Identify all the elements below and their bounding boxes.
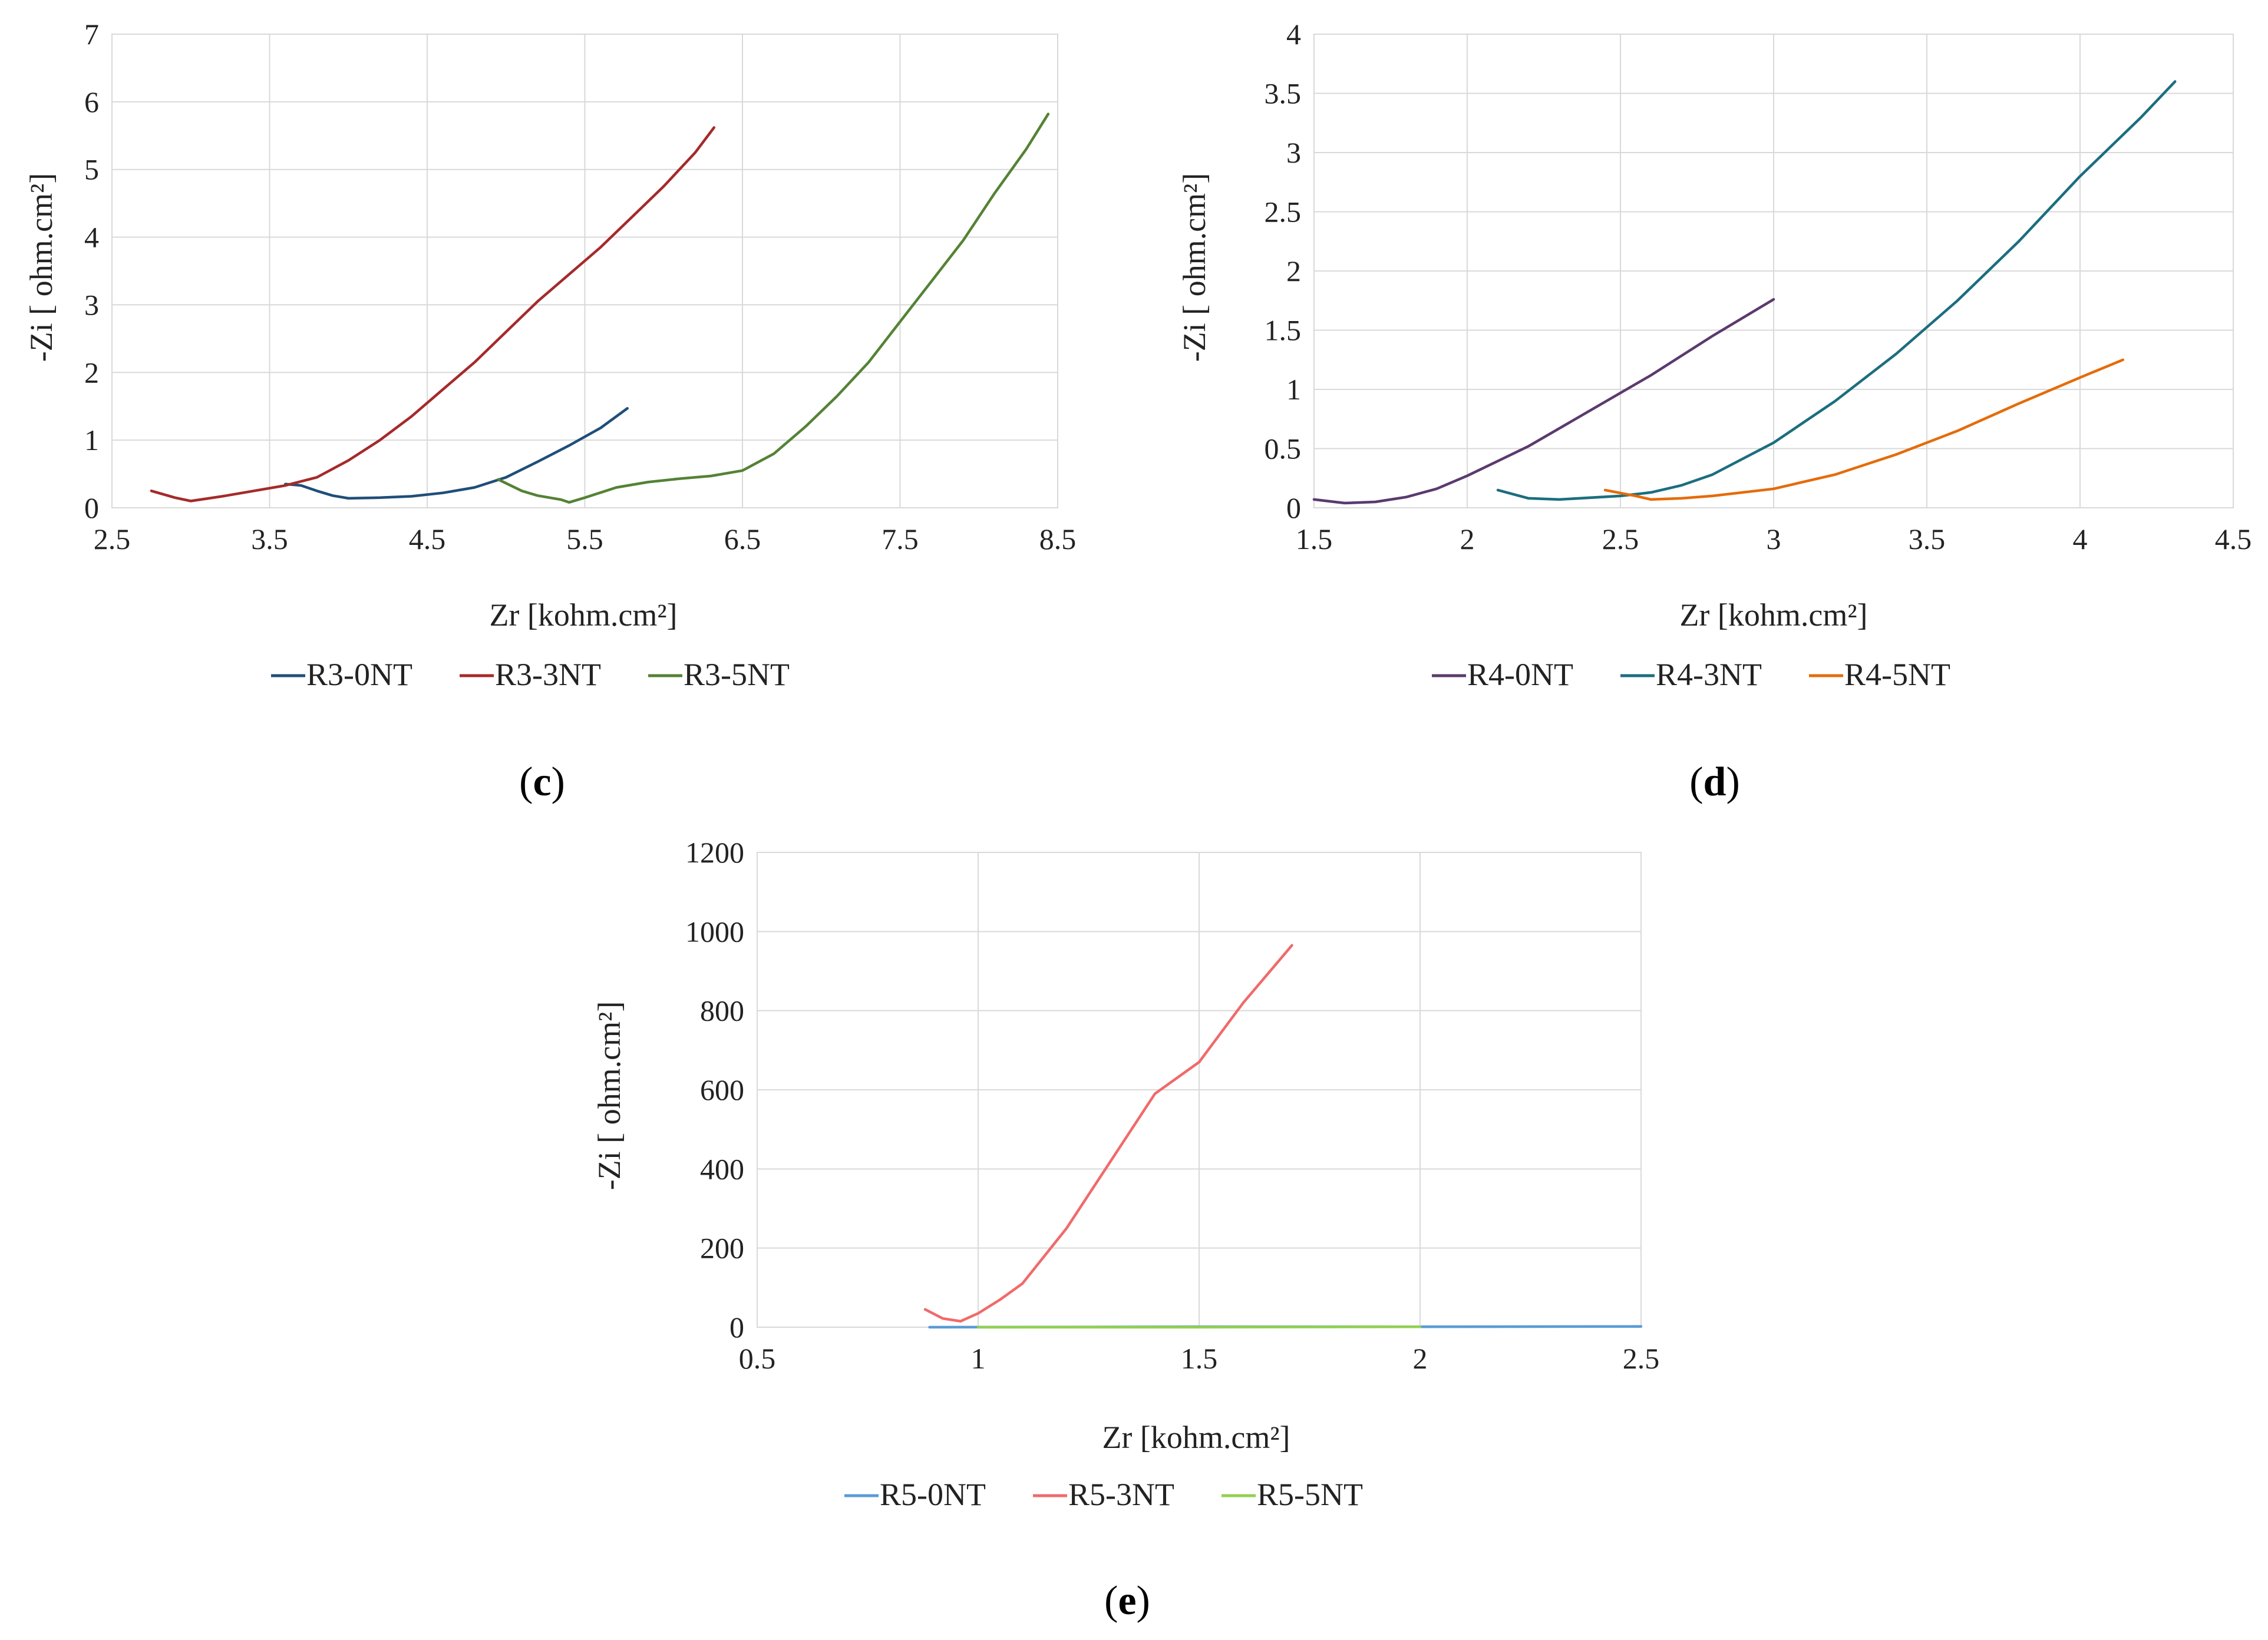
y-tick-label: 1200 [685, 836, 744, 869]
y-axis-title-e: -Zi [ ohm.cm²] [592, 1001, 627, 1191]
y-tick-label: 5 [84, 153, 99, 186]
x-tick-label: 8.5 [1039, 523, 1077, 556]
x-tick-label: 6.5 [724, 523, 761, 556]
y-tick-label: 3.5 [1265, 77, 1302, 110]
chart-panel-c: 0 1 2 3 4 5 6 7 2.5 3.5 4.5 5.5 6.5 7.5 8.5 Zr [kohm.… [24, 18, 1076, 805]
legend-e: R5-0NT R5-3NT R5-5NT [844, 1477, 1363, 1512]
x-tick-label: 2 [1460, 523, 1475, 556]
series-line-r3-5nt [497, 113, 1050, 504]
series-lines-c [150, 113, 1050, 504]
x-tick-label: 2.5 [1602, 523, 1639, 556]
x-tick-label: 4.5 [2215, 523, 2252, 556]
panel-label-c: (c) [519, 759, 565, 805]
gridlines-e [757, 852, 1642, 1328]
y-axis-title-d: -Zi [ ohm.cm²] [1177, 173, 1212, 362]
y-tick-label: 1000 [685, 915, 744, 948]
y-tick-label: 1.5 [1265, 314, 1302, 347]
legend-label-r4-0nt: R4-0NT [1467, 657, 1573, 692]
series-lines-d [1312, 80, 2177, 505]
series-line-r4-0nt [1312, 297, 1775, 505]
gridlines-c [111, 34, 1058, 508]
legend-label-r5-5nt: R5-5NT [1257, 1477, 1363, 1512]
legend-label-r3-0nt: R3-0NT [306, 657, 412, 692]
y-tick-label: 4 [1286, 18, 1301, 51]
x-tick-label: 1.5 [1181, 1342, 1218, 1375]
y-tick-label: 2 [1286, 254, 1301, 287]
x-tick-label: 3 [1767, 523, 1781, 556]
y-tick-label: 7 [84, 18, 99, 51]
y-tick-label: 800 [700, 994, 744, 1027]
x-tick-label: 4 [2073, 523, 2088, 556]
y-tick-label: 6 [84, 85, 99, 118]
chart-panel-d: 0 0.5 1 1.5 2 2.5 3 3.5 4 1.5 2 2.5 3 3.5 4 4.5 Zr [ko… [1177, 18, 2252, 805]
series-line-r4-5nt [1603, 358, 2125, 501]
x-tick-label: 1 [971, 1342, 986, 1375]
y-tick-label: 600 [700, 1073, 744, 1106]
series-line-r5-3nt [923, 944, 1293, 1323]
legend-label-r5-0nt: R5-0NT [880, 1477, 986, 1512]
legend-label-r4-3nt: R4-3NT [1656, 657, 1762, 692]
y-tick-label: 2.5 [1265, 196, 1302, 229]
y-tick-label: 0 [729, 1311, 744, 1344]
y-tick-label: 2 [84, 356, 99, 389]
x-tick-label: 0.5 [739, 1342, 776, 1375]
y-tick-labels-d: 0 0.5 1 1.5 2 2.5 3 3.5 4 [1265, 18, 1302, 524]
y-tick-label: 0 [1286, 491, 1301, 524]
legend-d: R4-0NT R4-3NT R4-5NT [1432, 657, 1950, 692]
y-tick-label: 200 [700, 1232, 744, 1265]
legend-label-r3-5nt: R3-5NT [684, 657, 790, 692]
series-line-r3-3nt [150, 126, 716, 502]
y-tick-label: 3 [84, 288, 99, 321]
x-tick-label: 5.5 [566, 523, 603, 556]
x-tick-label: 4.5 [409, 523, 446, 556]
x-tick-label: 3.5 [1909, 523, 1946, 556]
series-lines-e [923, 944, 1643, 1329]
y-tick-label: 1 [1286, 373, 1301, 406]
x-tick-label: 2 [1413, 1342, 1428, 1375]
x-axis-title-e: Zr [kohm.cm²] [1102, 1420, 1290, 1455]
y-tick-label: 3 [1286, 136, 1301, 169]
y-axis-title-c: -Zi [ ohm.cm²] [24, 173, 59, 362]
x-tick-label: 7.5 [882, 523, 919, 556]
legend-label-r3-3nt: R3-3NT [495, 657, 601, 692]
series-line-r3-0nt [284, 406, 629, 500]
x-tick-label: 2.5 [1623, 1342, 1660, 1375]
x-axis-title-d: Zr [kohm.cm²] [1679, 597, 1867, 633]
x-tick-label: 2.5 [94, 523, 131, 556]
series-line-r4-3nt [1496, 80, 2177, 501]
legend-label-r5-3nt: R5-3NT [1068, 1477, 1174, 1512]
y-tick-label: 400 [700, 1152, 744, 1185]
panel-label-d: (d) [1689, 759, 1740, 805]
x-tick-label: 3.5 [251, 523, 288, 556]
x-tick-labels-c: 2.5 3.5 4.5 5.5 6.5 7.5 8.5 [94, 523, 1077, 556]
panel-label-e: (e) [1104, 1578, 1150, 1624]
y-tick-labels-c: 0 1 2 3 4 5 6 7 [84, 18, 99, 524]
x-axis-title-c: Zr [kohm.cm²] [489, 597, 677, 633]
x-tick-label: 1.5 [1296, 523, 1333, 556]
x-tick-labels-e: 0.5 1 1.5 2 2.5 [739, 1342, 1660, 1375]
chart-panel-e: 0 200 400 600 800 1000 1200 0.5 1 1.5 2 2.5 Zr [ko… [592, 836, 1659, 1624]
y-tick-label: 0.5 [1265, 432, 1302, 465]
y-tick-labels-e: 0 200 400 600 800 1000 1200 [685, 836, 744, 1344]
gridlines-d [1313, 34, 2234, 508]
legend-c: R3-0NT R3-3NT R3-5NT [271, 657, 790, 692]
x-tick-labels-d: 1.5 2 2.5 3 3.5 4 4.5 [1296, 523, 2252, 556]
y-tick-label: 0 [84, 491, 99, 524]
y-tick-label: 1 [84, 424, 99, 457]
y-tick-label: 4 [84, 221, 99, 254]
legend-label-r4-5nt: R4-5NT [1844, 657, 1950, 692]
